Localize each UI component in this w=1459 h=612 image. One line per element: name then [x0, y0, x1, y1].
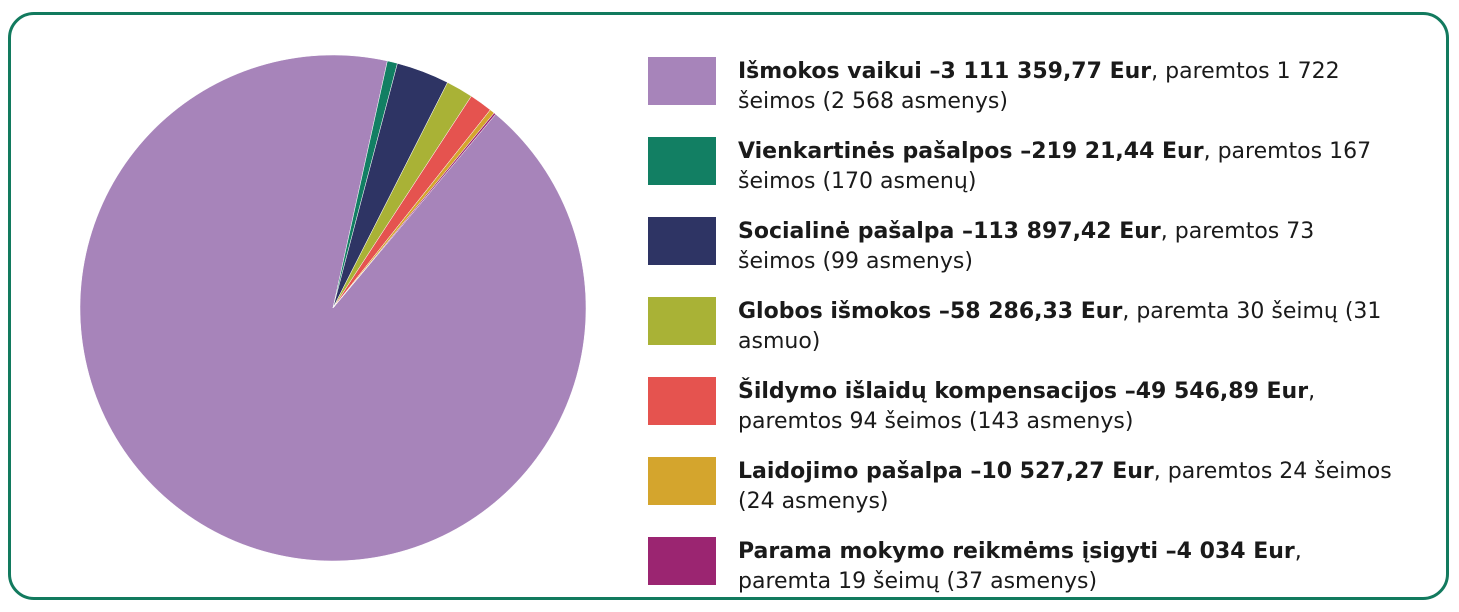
legend-text: Laidojimo pašalpa10 527,27 Eurparemtos 2…	[738, 457, 1398, 517]
legend-text: Šildymo išlaidų kompensacijos49 546,89 E…	[738, 377, 1398, 437]
legend-label: Išmokos vaikui	[738, 59, 940, 84]
legend-label: Globos išmokos	[738, 299, 950, 324]
legend-swatch	[648, 457, 716, 505]
legend-details: paremtos 1 722 šeimos (2 568 asmenys)	[738, 59, 1340, 114]
value-label: 113 897,42 Eur	[973, 219, 1175, 244]
legend-swatch	[648, 297, 716, 345]
legend-swatch	[648, 537, 716, 585]
legend-text: Socialinė pašalpa113 897,42 Eurparemtos …	[738, 217, 1398, 277]
legend-details: paremtos 94 šeimos (143 asmenys)	[738, 409, 1134, 434]
legend-item: Vienkartinės pašalpos219 21,44 Eurparemt…	[648, 137, 1408, 207]
legend-text: Išmokos vaikui3 111 359,77 Eurparemtos 1…	[738, 57, 1398, 117]
legend-details: paremta 19 šeimų (37 asmenys)	[738, 569, 1098, 594]
frame	[8, 12, 1449, 600]
legend-label: Laidojimo pašalpa	[738, 459, 981, 484]
value-label: 4 034 Eur	[1177, 539, 1302, 564]
legend-swatch	[648, 57, 716, 105]
value-label: 219 21,44 Eur	[1031, 139, 1217, 164]
legend-swatch	[648, 377, 716, 425]
legend-label: Parama mokymo reikmėms įsigyti	[738, 539, 1177, 564]
legend-item: Laidojimo pašalpa10 527,27 Eurparemtos 2…	[648, 457, 1408, 527]
legend-item: Socialinė pašalpa113 897,42 Eurparemtos …	[648, 217, 1408, 287]
legend-label: Socialinė pašalpa	[738, 219, 973, 244]
legend-item: Išmokos vaikui3 111 359,77 Eurparemtos 1…	[648, 57, 1408, 127]
legend-label: Šildymo išlaidų kompensacijos	[738, 379, 1136, 404]
legend-item: Parama mokymo reikmėms įsigyti4 034 Eur p…	[648, 537, 1408, 607]
value-label: 49 546,89 Eur	[1136, 379, 1315, 404]
legend-details: paremtos 24 šeimos (24 asmenys)	[738, 459, 1392, 514]
value-label: 58 286,33 Eur	[950, 299, 1136, 324]
legend-label: Vienkartinės pašalpos	[738, 139, 1031, 164]
legend-details: paremtos 73 šeimos (99 asmenys)	[738, 219, 1315, 274]
legend-text: Globos išmokos58 286,33 Eurparemta 30 še…	[738, 297, 1398, 357]
value-label: 3 111 359,77 Eur	[940, 59, 1165, 84]
legend-swatch	[648, 217, 716, 265]
legend-item: Globos išmokos58 286,33 Eurparemta 30 še…	[648, 297, 1408, 367]
legend-text: Vienkartinės pašalpos219 21,44 Eurparemt…	[738, 137, 1398, 197]
legend-details: paremtos 167 šeimos (170 asmenų)	[738, 139, 1372, 194]
value-label: 10 527,27 Eur	[981, 459, 1167, 484]
legend-item: Šildymo išlaidų kompensacijos49 546,89 E…	[648, 377, 1408, 447]
pie-slice	[332, 112, 496, 309]
legend-details: paremta 30 šeimų (31 asmuo)	[738, 299, 1382, 354]
legend-swatch	[648, 137, 716, 185]
legend-text: Parama mokymo reikmėms įsigyti4 034 Eur p…	[738, 537, 1398, 597]
